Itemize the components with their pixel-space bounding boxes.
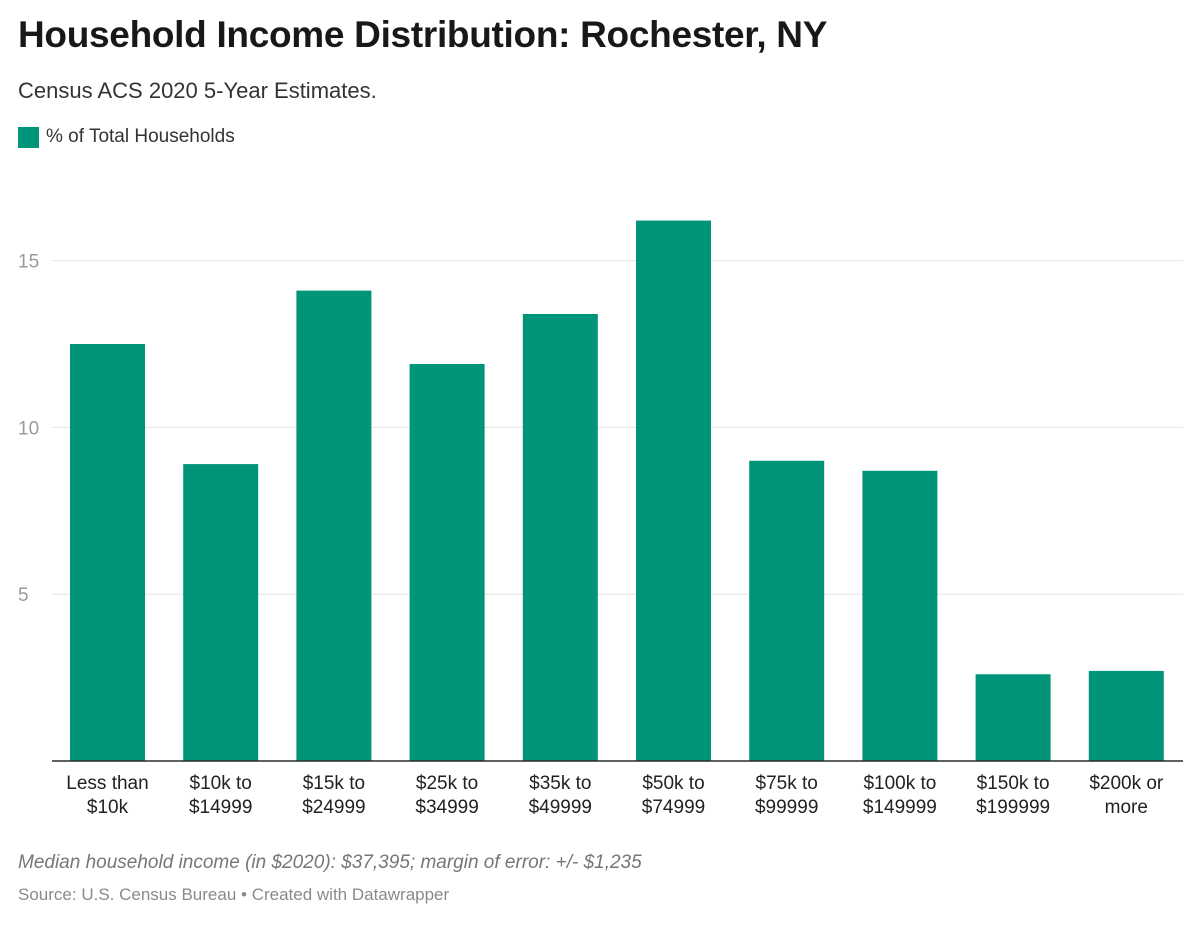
x-tick-label: Less than — [66, 773, 148, 794]
x-tick-label: $99999 — [755, 797, 818, 818]
x-tick-label: $150k to — [977, 773, 1050, 794]
bar — [183, 464, 259, 761]
x-tick-label: $50k to — [642, 773, 704, 794]
x-tick-label: $10k to — [190, 773, 252, 794]
bar — [296, 290, 372, 761]
source-label: Source: — [18, 885, 82, 904]
bar — [749, 460, 825, 761]
x-tick-label: $75k to — [756, 773, 818, 794]
chart-subtitle: Census ACS 2020 5-Year Estimates. — [18, 78, 377, 103]
x-tick-label: $25k to — [416, 773, 478, 794]
chart-legend: % of Total Households — [18, 126, 235, 148]
source-line: Source: U.S. Census Bureau • Created wit… — [18, 885, 449, 905]
x-tick-label: $35k to — [529, 773, 591, 794]
bar — [70, 344, 145, 761]
x-tick-label: $199999 — [976, 797, 1050, 818]
bar — [862, 470, 938, 761]
bar — [409, 364, 485, 761]
y-tick-label: 15 — [18, 252, 39, 273]
bar — [975, 674, 1051, 761]
x-tick-label: $34999 — [415, 797, 478, 818]
credit-text: Created with Datawrapper — [251, 885, 450, 904]
legend-label: % of Total Households — [46, 126, 235, 147]
x-tick-label: $15k to — [303, 773, 365, 794]
x-tick-label: $49999 — [529, 797, 592, 818]
x-tick-label: more — [1105, 797, 1148, 818]
chart-title: Household Income Distribution: Rochester… — [18, 14, 828, 55]
source-name: U.S. Census Bureau — [81, 885, 237, 904]
x-tick-label: $74999 — [642, 797, 705, 818]
bar — [636, 220, 711, 761]
bar — [522, 313, 598, 761]
x-tick-label: $149999 — [863, 797, 937, 818]
bar — [1088, 670, 1164, 761]
x-tick-label: $10k — [87, 797, 129, 818]
legend-swatch — [18, 126, 39, 148]
x-tick-label: $200k or — [1089, 773, 1164, 794]
y-tick-label: 5 — [18, 585, 29, 606]
x-tick-label: $24999 — [302, 797, 365, 818]
x-tick-label: $100k to — [863, 773, 936, 794]
footnote: Median household income (in $2020): $37,… — [18, 852, 642, 873]
x-tick-label: $14999 — [189, 797, 252, 818]
y-tick-label: 10 — [18, 418, 39, 439]
source-separator: • — [236, 885, 252, 904]
